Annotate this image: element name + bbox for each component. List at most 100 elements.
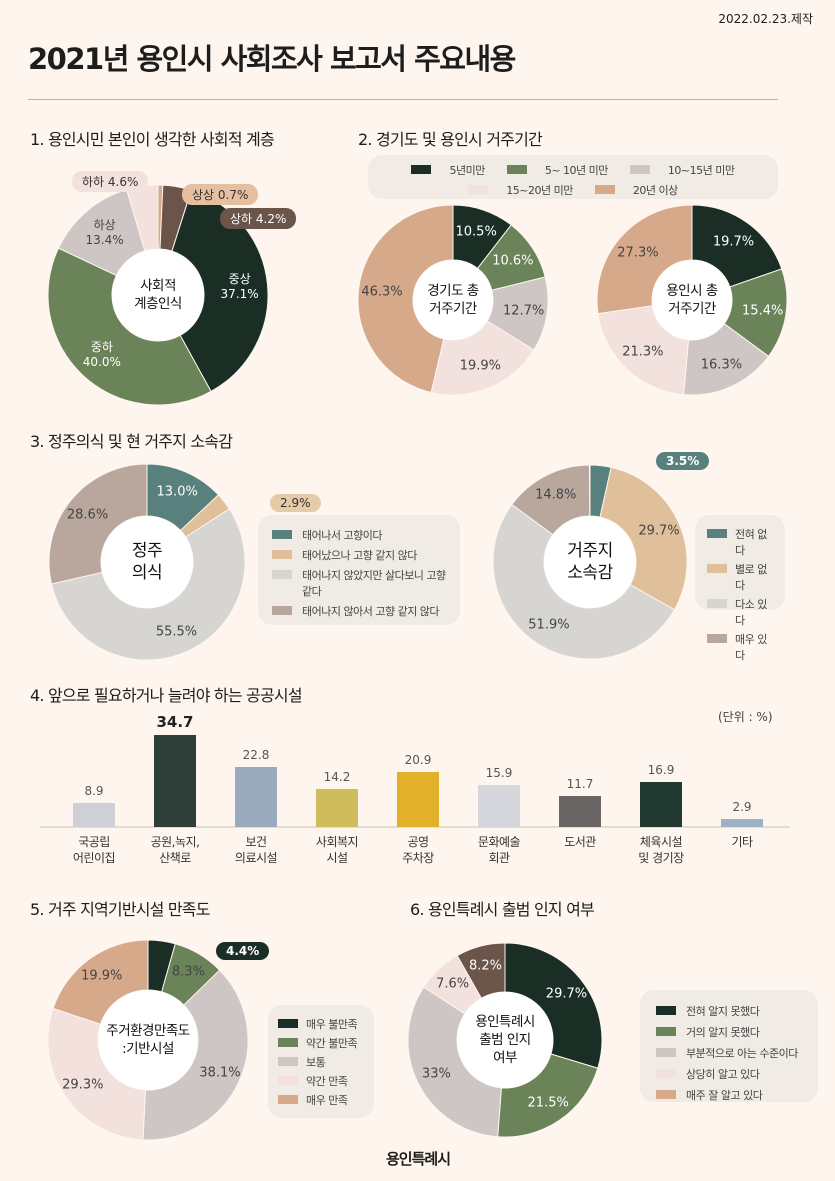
legend-label: 태어나서 고향이다 [302,529,382,542]
bar-value-label: 2.9 [732,800,752,815]
legend-swatch [272,530,292,539]
class-slice-label: 하상 13.4% [85,217,124,247]
legend-item: 태어나지 않았지만 살다보니 고향 같다 [272,567,446,599]
legend-item: 5년미만 [411,162,485,178]
legend-swatch [656,1069,676,1078]
legend-label: 5년미만 [449,164,485,177]
legend-awareness: 전혀 알지 못했다 거의 알지 못했다 부분적으로 아는 수준이다 상당히 알고 있다… [640,990,818,1102]
settle-slice-label: 55.5% [155,624,198,640]
legend-label: 다소 있다 [735,598,767,627]
legend-swatch [278,1057,298,1066]
legend-swatch [594,185,615,194]
section-6-title: 6. 용인특례시 출범 인지 여부 [410,900,595,919]
bar-category-label: 국공립 어린이집 [72,835,116,865]
bar-value-label: 20.9 [404,752,432,767]
legend-swatch [656,1090,676,1099]
awareness-slice-label: 33% [421,1066,451,1082]
legend-item: 보통 [278,1054,364,1070]
legend-label: 5~ 10년 미만 [544,164,609,177]
legend-swatch [278,1038,298,1047]
legend-label: 태어나지 않았지만 살다보니 고향 같다 [302,569,446,598]
awareness-slice-label: 7.6% [436,976,470,992]
legend-item: 부분적으로 아는 수준이다 [656,1045,802,1061]
section-1-title: 1. 용인시민 본인이 생각한 사회적 계층 [30,130,275,149]
section-3-title: 3. 정주의식 및 현 거주지 소속감 [30,432,233,451]
belong-slice [492,503,676,660]
belong-center-label: 거주지 소속감 [567,541,613,583]
logo: 용인특례시 [386,1150,451,1168]
legend-swatch [278,1076,298,1085]
page-title: 2021년 용인시 사회조사 보고서 주요내용 [28,42,516,76]
bar [154,735,196,827]
section-4-title: 4. 앞으로 필요하거나 늘려야 하는 공공시설 [30,686,303,705]
divider [28,99,778,100]
class-hole [112,249,204,341]
legend-label: 매주 잘 알고 있다 [686,1089,763,1102]
gyeonggi-slice-label: 19.9% [459,358,502,374]
belong-hole [544,516,636,608]
legend-label: 20년 이상 [632,184,678,197]
legend-item: 다소 있다 [707,596,773,628]
bar [73,803,115,827]
yongin-slice-label: 21.3% [622,344,664,360]
settle-slice-label: 28.6% [66,507,109,523]
date-stamp: 2022.02.23.제작 [718,12,813,26]
bar-category-label: 공영 주차장 [402,835,434,865]
legend-item: 태어났으나 고향 같지 않다 [272,547,446,563]
class-slice-label: 중상 37.1% [220,272,259,302]
gyeonggi-center-label: 경기도 총 거주기간 [427,283,479,317]
gyeonggi-slice-label: 46.3% [361,284,403,300]
legend-item: 태어나지 않아서 고향 같지 않다 [272,603,446,619]
legend-item: 20년 이상 [594,182,678,198]
legend-item: 매우 불만족 [278,1016,364,1032]
legend-label: 태어났으나 고향 같지 않다 [302,549,417,562]
bar-value-label: 22.8 [242,747,270,762]
bar-category-label: 공원,녹지, 산책로 [150,835,200,865]
legend-swatch [272,570,292,579]
gyeonggi-slice-label: 10.6% [492,253,534,269]
yongin-hole [652,260,732,340]
bar-value-label: 11.7 [566,776,594,791]
yongin-slice-label: 19.7% [712,234,755,250]
legend-residence: 5년미만 5~ 10년 미만 10~15년 미만 15~20년 미만 20년 이상 [368,155,778,199]
bar [397,771,439,827]
bar-category-label: 보건 의료시설 [234,835,278,865]
belong-callout-label: 3.5% [656,452,710,470]
class-callout-label: 상상 0.7% [182,184,259,205]
legend-label: 거의 알지 못했다 [686,1026,760,1039]
legend-item: 거의 알지 못했다 [656,1024,802,1040]
gyeonggi-slice-label: 10.5% [455,224,497,240]
gyeonggi-hole [413,260,493,340]
legend-label: 태어나지 않아서 고향 같지 않다 [302,605,440,618]
legend-swatch [272,550,292,559]
belong-slice-label: 14.8% [535,487,577,503]
legend-swatch [707,529,727,538]
bar [316,789,358,827]
satisfaction-center-label: 주거환경만족도 :기반시설 [106,1023,190,1057]
awareness-slice [456,942,506,999]
awareness-hole [457,992,553,1088]
legend-swatch [506,165,527,174]
awareness-slice-label: 8.2% [468,958,503,974]
satisfaction-slice-label: 8.3% [171,964,205,980]
section-2-title: 2. 경기도 및 용인시 거주기간 [358,130,543,149]
awareness-slice-label: 29.7% [545,986,588,1002]
class-slice-label: 중하 40.0% [82,339,121,369]
legend-swatch [707,634,727,643]
yongin-slice-label: 16.3% [700,357,743,373]
legend-swatch [468,185,489,194]
legend-swatch [411,165,432,174]
bar-value-label: 14.2 [323,770,351,785]
class-callout-label: 하하 4.6% [72,171,149,192]
legend-label: 부분적으로 아는 수준이다 [686,1047,798,1060]
legend-swatch [629,165,650,174]
bar [721,819,763,827]
yongin-center-label: 용인시 총 거주기간 [666,283,718,317]
bar-category-label: 사회복지 시설 [315,835,359,865]
legend-label: 15~20년 미만 [506,184,573,197]
legend-label: 별로 없다 [735,563,767,592]
unit-label: (단위 : %) [718,710,773,724]
legend-item: 전혀 없다 [707,526,773,558]
satisfaction-slice-label: 38.1% [199,1065,241,1080]
